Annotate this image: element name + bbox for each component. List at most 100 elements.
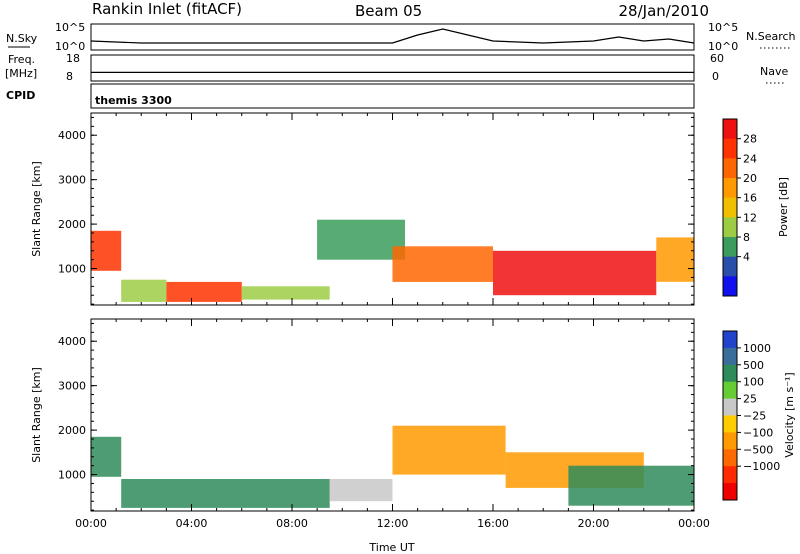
power-colorbar-tick-label: 12 [743, 211, 757, 224]
velocity-echo-marks [91, 425, 694, 508]
nsky-series-line [90, 28, 695, 44]
power-colorbar-tick-label: 16 [743, 192, 757, 205]
cpid-label: CPID [6, 89, 35, 102]
velocity-colorbar-tick-label: 1000 [743, 342, 771, 355]
power-colorbar-swatch [723, 276, 737, 297]
nsky-tick-top: 10^5 [55, 21, 85, 34]
power-y-tick-label: 1000 [58, 263, 86, 276]
nsky-panel: N.Sky 10^5 10^0 10^5 10^0 N.Search [6, 21, 796, 53]
cpid-value: themis 3300 [95, 94, 172, 107]
power-y-tick-label: 3000 [58, 174, 86, 187]
cpid-panel: CPID themis 3300 [6, 83, 695, 109]
power-colorbar-tick-label: 4 [743, 251, 750, 264]
time-axis-label: Time UT [368, 541, 414, 554]
velocity-x-tick-label: 04:00 [176, 517, 208, 530]
power-colorbar: 28 24 20 16 12 8 4 Power [dB] [722, 118, 790, 297]
velocity-colorbar-tick-label: −100 [743, 426, 773, 439]
date-title: 28/Jan/2010 [619, 2, 710, 20]
power-colorbar-swatch [723, 178, 737, 199]
velocity-y-tick-label: 4000 [58, 335, 86, 348]
freq-label: Freq. [8, 53, 35, 66]
velocity-colorbar-swatch [723, 483, 737, 501]
velocity-colorbar-tick-label: 500 [743, 359, 764, 372]
velocity-y-axis: 1000 2000 3000 4000 [58, 322, 694, 511]
power-y-axis-label: Slant Range [km] [30, 161, 43, 257]
power-colorbar-tick-label: 8 [743, 231, 750, 244]
nsearch-tick-top: 10^5 [708, 21, 738, 34]
velocity-x-tick-label: 00:00 [678, 517, 710, 530]
velocity-colorbar-swatch [723, 466, 737, 484]
velocity-colorbar-swatch [723, 331, 737, 349]
power-echo-region [121, 279, 167, 302]
power-colorbar-frame [722, 118, 738, 297]
power-y-tick-label: 4000 [58, 129, 86, 142]
power-colorbar-tick-label: 28 [743, 133, 757, 146]
velocity-colorbar-title: Velocity [m s⁻¹] [783, 372, 796, 457]
power-colorbar-swatch [723, 217, 737, 238]
velocity-colorbar-ticks: 1000 500 100 25 −25 −100 −500 −1000 [737, 342, 780, 473]
freq-tick-bottom: 8 [66, 70, 73, 83]
velocity-colorbar-swatch [723, 432, 737, 450]
velocity-x-axis: 00:00 04:00 08:00 12:00 16:00 20:00 00:00 [75, 319, 710, 530]
velocity-colorbar-swatch [723, 449, 737, 467]
power-colorbar-swatch [723, 197, 737, 218]
power-colorbar-swatch [723, 138, 737, 159]
velocity-x-tick-label: 16:00 [477, 517, 509, 530]
nsky-tick-bottom: 10^0 [55, 40, 85, 53]
velocity-colorbar-swatch [723, 398, 737, 416]
velocity-y-tick-label: 1000 [58, 469, 86, 482]
power-echo-marks [91, 219, 694, 302]
velocity-y-tick-label: 2000 [58, 424, 86, 437]
station-title: Rankin Inlet (fitACF) [92, 0, 242, 18]
nsearch-tick-bottom: 10^0 [708, 40, 738, 53]
nsky-label: N.Sky [6, 32, 38, 45]
velocity-y-axis-label: Slant Range [km] [30, 367, 43, 463]
power-colorbar-swatch [723, 119, 737, 140]
nave-label: Nave [760, 65, 788, 78]
velocity-colorbar-tick-label: −500 [743, 443, 773, 456]
nave-tick-bottom: 0 [712, 70, 719, 83]
power-echo-region [392, 246, 493, 282]
velocity-colorbar: 1000 500 100 25 −25 −100 −500 −1000 Velocity [m… [722, 330, 796, 501]
power-panel: 1000 2000 3000 4000 Slant Range [km] [30, 112, 695, 306]
power-echo-region [166, 281, 242, 302]
velocity-x-tick-label: 20:00 [578, 517, 610, 530]
beam-title: Beam 05 [355, 2, 422, 20]
velocity-panel: 1000 2000 3000 4000 00:00 04:00 08:00 12:00 16:… [30, 318, 710, 554]
velocity-colorbar-tick-label: −1000 [743, 460, 780, 473]
power-echo-region [656, 237, 694, 282]
power-y-axis: 1000 2000 3000 4000 [58, 116, 694, 305]
velocity-colorbar-swatch [723, 347, 737, 366]
power-colorbar-swatch [723, 256, 737, 277]
velocity-x-tick-label: 12:00 [377, 517, 409, 530]
velocity-echo-region [392, 425, 506, 475]
power-echo-region [493, 250, 657, 296]
velocity-y-tick-label: 3000 [58, 380, 86, 393]
power-colorbar-tick-label: 24 [743, 152, 757, 165]
freq-tick-top: 18 [66, 52, 80, 65]
velocity-colorbar-tick-label: 25 [743, 393, 757, 406]
velocity-echo-region [121, 479, 330, 508]
freq-panel: Freq. [MHz] 18 8 60 0 Nave [5, 52, 788, 84]
nsearch-label: N.Search [746, 30, 796, 43]
power-colorbar-swatch [723, 237, 737, 258]
velocity-colorbar-swatch [723, 415, 737, 433]
velocity-colorbar-tick-label: −25 [743, 410, 766, 423]
power-colorbar-swatch [723, 158, 737, 179]
freq-unit-label: [MHz] [5, 67, 37, 80]
power-echo-region [241, 286, 330, 300]
velocity-colorbar-blocks [723, 331, 737, 501]
power-echo-region [91, 230, 122, 271]
power-y-tick-label: 2000 [58, 218, 86, 231]
cpid-frame [90, 83, 695, 109]
power-colorbar-ticks: 28 24 20 16 12 8 4 [737, 133, 757, 264]
velocity-echo-region [91, 436, 122, 477]
velocity-x-tick-label: 08:00 [276, 517, 308, 530]
velocity-colorbar-swatch [723, 381, 737, 400]
power-colorbar-title: Power [dB] [777, 177, 790, 237]
power-x-ticks [90, 113, 695, 305]
velocity-x-tick-label: 00:00 [75, 517, 107, 530]
velocity-colorbar-tick-label: 100 [743, 376, 764, 389]
velocity-echo-region [568, 465, 694, 506]
